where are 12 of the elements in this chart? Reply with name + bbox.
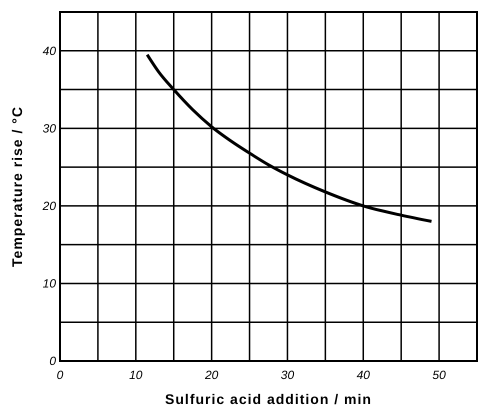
- x-tick-label: 50: [432, 368, 446, 382]
- x-axis-title: Sulfuric acid addition / min: [165, 391, 372, 407]
- x-tick-label: 10: [129, 368, 143, 382]
- y-tick-label: 0: [49, 354, 56, 368]
- y-tick-label: 20: [42, 198, 56, 213]
- x-tick-label: 40: [356, 368, 370, 382]
- x-tick-label: 30: [280, 368, 294, 382]
- y-axis-title: Temperature rise / °C: [9, 106, 25, 267]
- y-tick-label: 10: [42, 276, 56, 290]
- y-tick-label: 40: [42, 44, 56, 58]
- y-tick-label: 30: [42, 121, 56, 136]
- x-tick-label: 20: [204, 368, 219, 382]
